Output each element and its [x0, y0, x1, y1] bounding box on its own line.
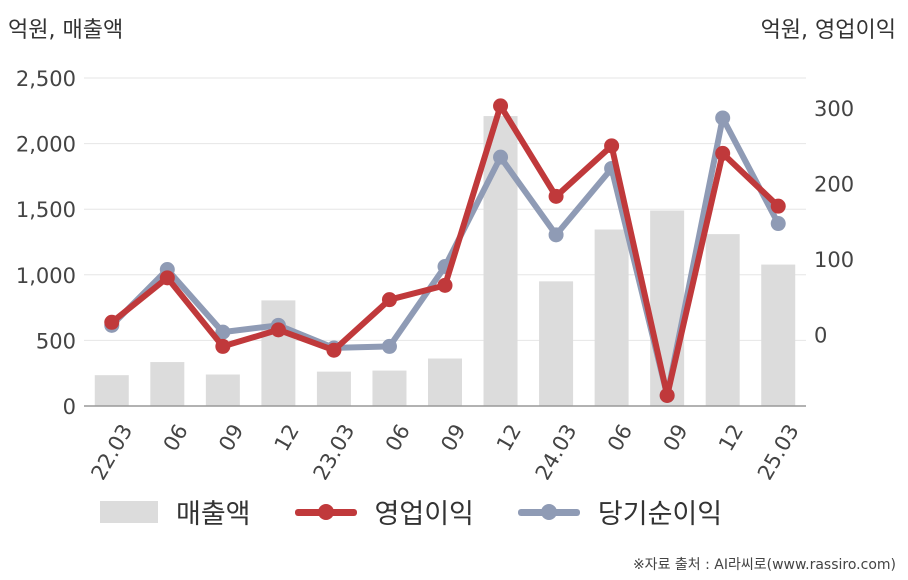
source-credit: ※자료 출처 : AI라씨로(www.rassiro.com) [632, 557, 896, 573]
sales-bar [372, 370, 407, 406]
sales-bars [94, 116, 796, 406]
operating-profit-point [493, 98, 509, 114]
right-y-tick-label: 200 [814, 173, 854, 197]
x-tick-label: 22.03 [86, 420, 137, 480]
operating-profit-point [659, 387, 675, 403]
x-tick-label: 12 [714, 420, 748, 455]
operating-profit-point [159, 270, 175, 286]
operating-profit-point [770, 198, 786, 214]
operating-profit-point [104, 314, 120, 330]
x-tick-label: 24.03 [531, 420, 582, 480]
sales-bar [94, 375, 129, 406]
x-tick-label: 12 [492, 420, 526, 455]
sales-bar [761, 264, 796, 406]
x-tick-label: 25.03 [753, 420, 804, 480]
legend-label-sales: 매출액 [176, 499, 251, 530]
sales-bar [539, 281, 574, 406]
legend-item-operating-profit: 영업이익 [294, 492, 474, 531]
left-y-tick-label: 500 [36, 329, 76, 353]
profit-lines [104, 98, 786, 403]
x-tick-label: 09 [658, 420, 692, 455]
legend-label-net-income: 당기순이익 [597, 499, 723, 530]
operating-profit-point [715, 145, 731, 161]
x-axis-ticks: 22.03 06 09 12 23.03 06 09 12 24.03 06 09 12 25.03 [86, 420, 803, 480]
x-tick-label: 23.03 [309, 420, 360, 480]
operating-profit-point [604, 138, 620, 154]
sales-bar [428, 358, 462, 406]
sales-bar [261, 300, 296, 406]
x-tick-label: 12 [270, 420, 304, 455]
net-income-point [215, 324, 231, 340]
sales-bar [705, 234, 740, 406]
left-y-tick-label: 1,000 [16, 264, 76, 288]
sales-bar [650, 210, 685, 406]
right-y-axis: 0 100 200 300 [814, 97, 854, 347]
operating-profit-point [215, 338, 231, 354]
left-y-tick-label: 1,500 [16, 198, 76, 222]
legend-swatch-sales [100, 500, 158, 523]
left-axis-unit: 억원, 매출액 [8, 18, 124, 43]
legend-item-net-income: 당기순이익 [517, 492, 723, 531]
x-tick-label: 09 [436, 420, 470, 455]
x-tick-label: 06 [381, 420, 415, 455]
sales-bar [205, 374, 240, 406]
sales-bar [594, 229, 629, 406]
legend-item-sales: 매출액 [100, 492, 251, 531]
legend-swatch-net-income [517, 499, 580, 525]
net-income-point [770, 216, 786, 232]
x-tick-label: 06 [603, 420, 637, 455]
operating-profit-point [326, 342, 342, 358]
left-y-tick-label: 0 [63, 395, 76, 419]
net-income-point [381, 338, 397, 354]
legend-swatch-operating-profit [294, 499, 357, 525]
net-income-point [715, 110, 731, 126]
right-y-tick-label: 0 [814, 323, 827, 347]
operating-profit-point [381, 292, 397, 308]
right-axis-unit: 억원, 영업이익 [760, 18, 896, 43]
x-tick-label: 06 [159, 420, 193, 455]
net-income-point [548, 227, 564, 243]
combo-chart: 0 500 1,000 1,500 2,000 2,500 0 100 200 300 22.0… [16, 67, 854, 480]
gridlines [84, 77, 806, 341]
net-income-point [493, 149, 509, 165]
right-y-tick-label: 300 [814, 97, 854, 121]
left-y-axis: 0 500 1,000 1,500 2,000 2,500 [16, 67, 76, 419]
sales-bar [150, 362, 185, 406]
operating-profit-point [548, 188, 564, 204]
operating-profit-point [270, 322, 286, 338]
legend: 매출액 영업이익 당기순이익 [100, 492, 766, 531]
legend-label-operating-profit: 영업이익 [374, 499, 474, 530]
operating-profit-point [437, 277, 453, 293]
left-y-tick-label: 2,000 [16, 133, 76, 157]
x-tick-label: 09 [214, 420, 248, 455]
sales-bar [316, 371, 351, 406]
left-y-tick-label: 2,500 [16, 67, 76, 91]
right-y-tick-label: 100 [814, 248, 854, 272]
